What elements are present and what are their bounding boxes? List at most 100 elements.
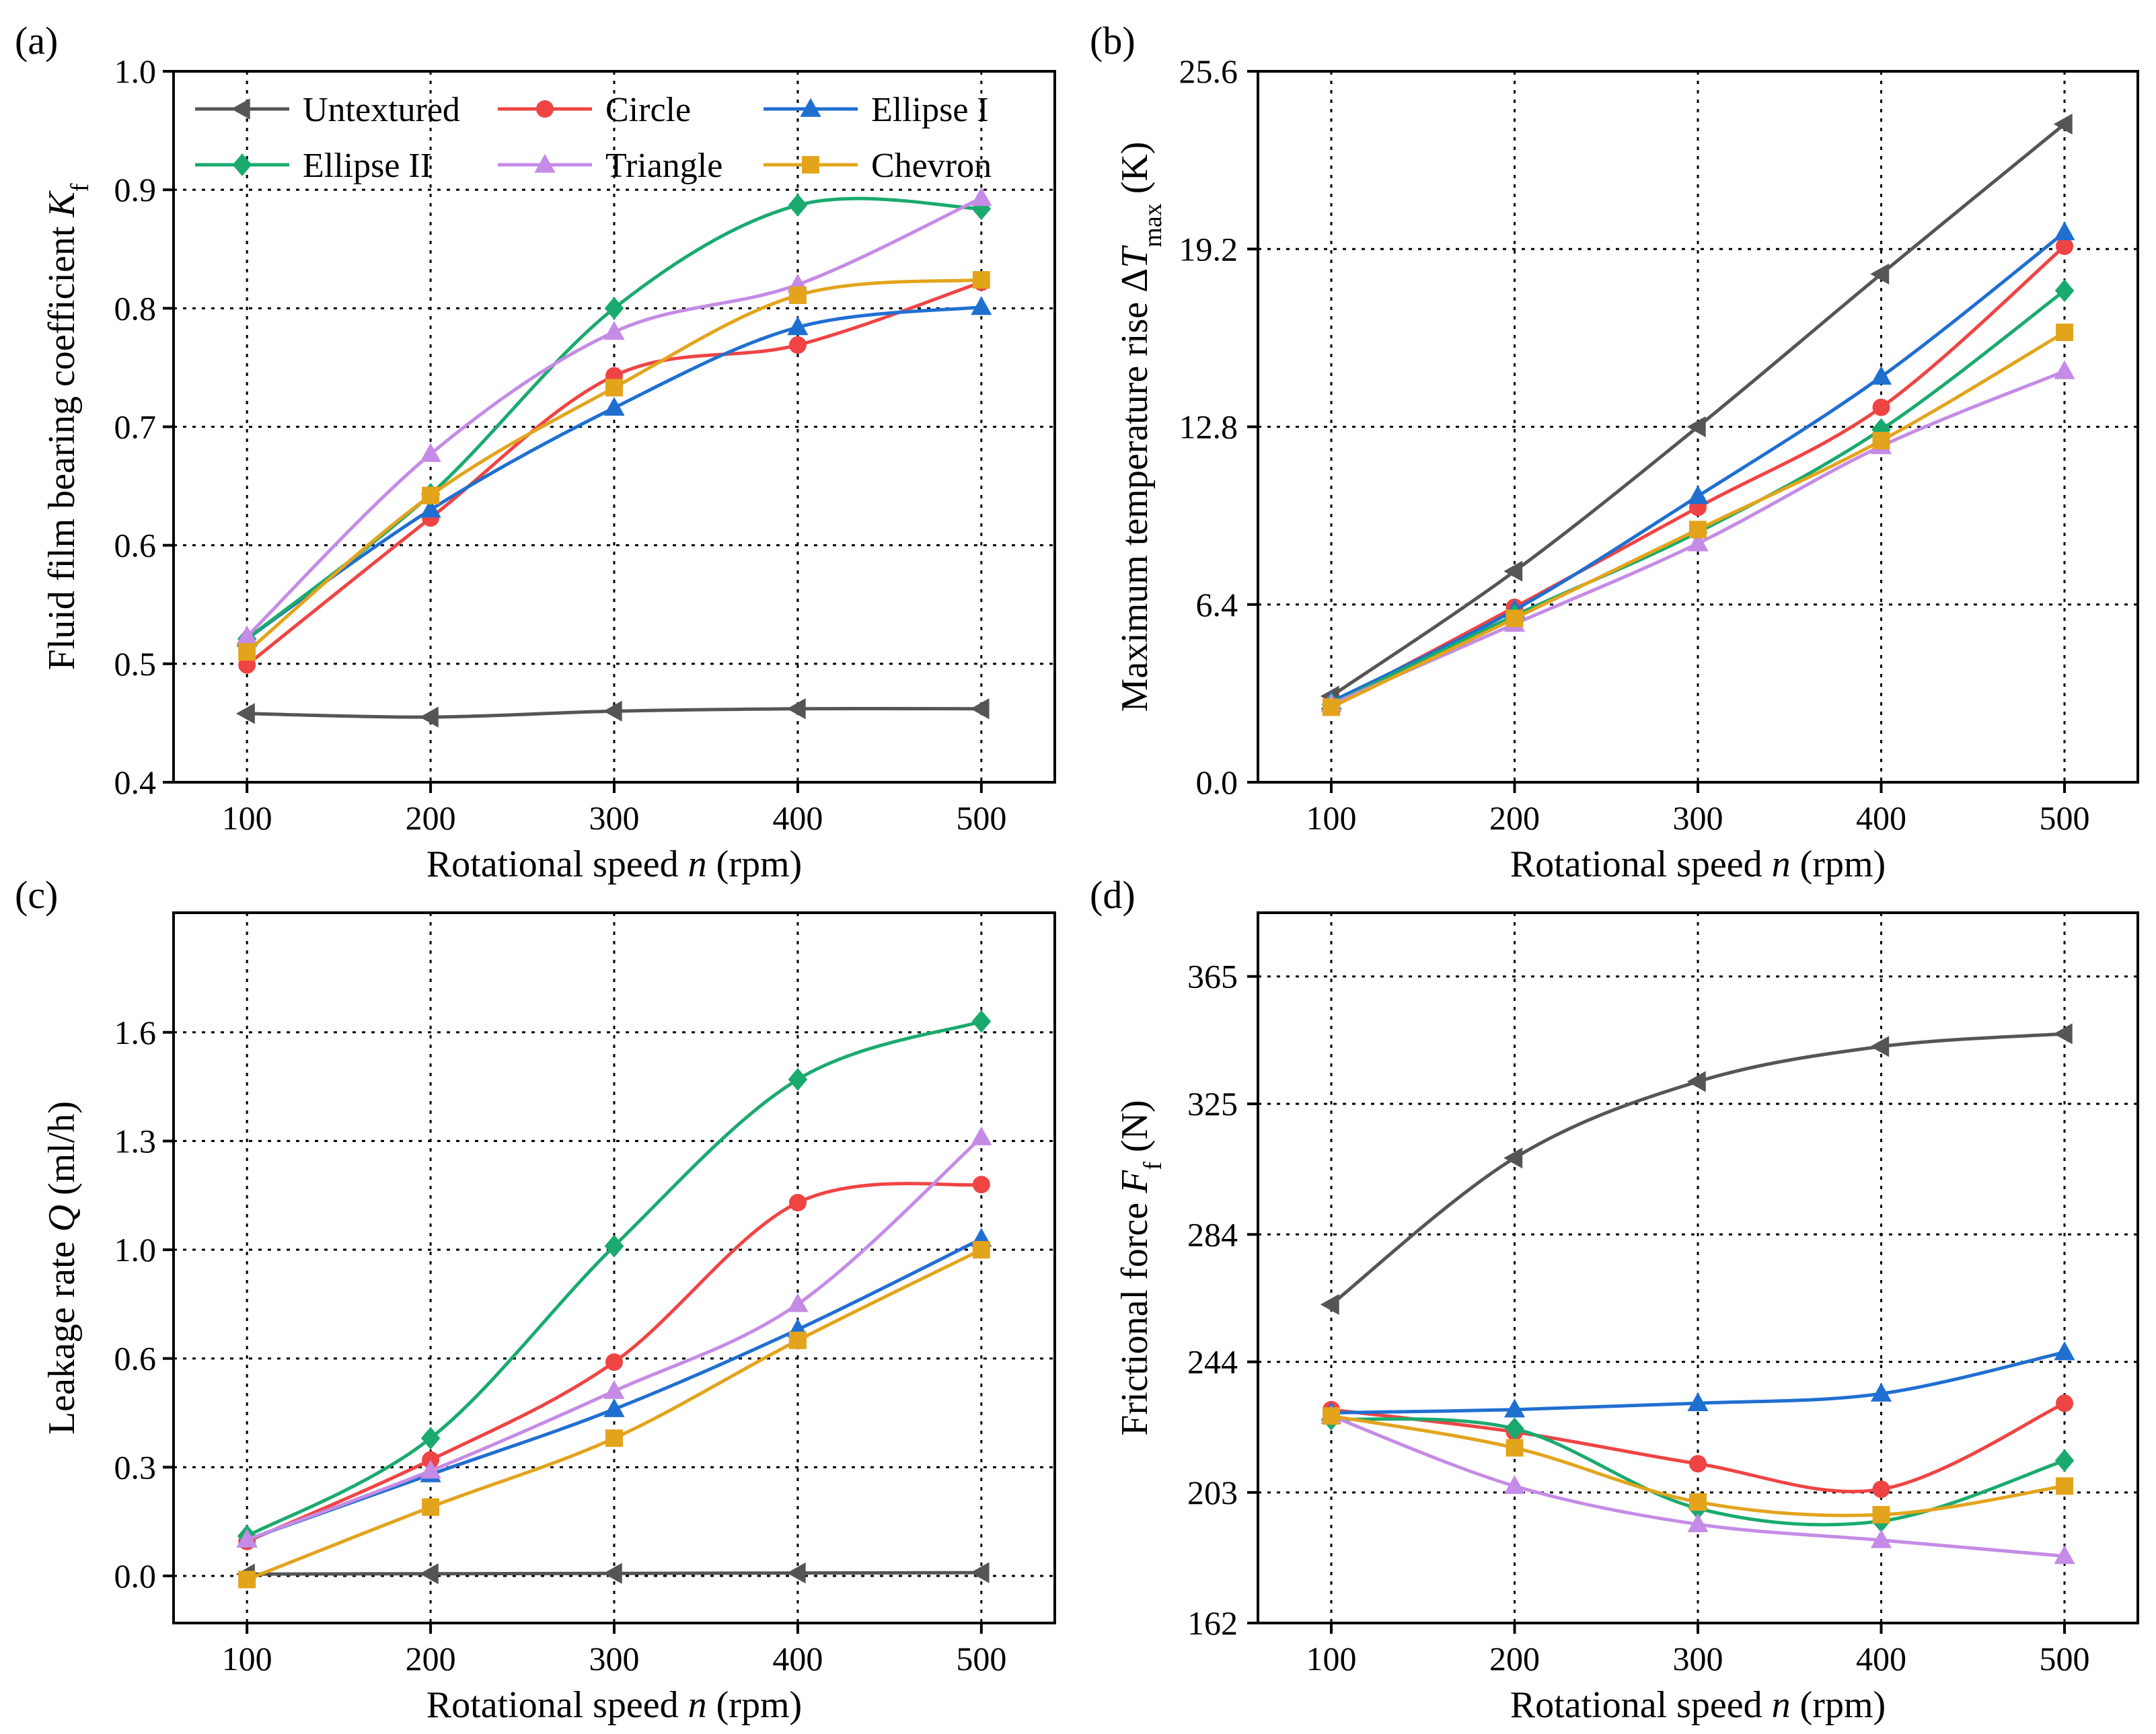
series-triangle xyxy=(236,187,992,645)
data-point xyxy=(1686,416,1706,438)
legend-marker xyxy=(536,100,554,118)
x-tick-label: 500 xyxy=(2040,799,2090,837)
data-point xyxy=(603,397,625,416)
panel-b: 0.0 6.4 12.8 19.2 25.6 100 200 300 400 500 (b) Rota… xyxy=(1090,19,2139,885)
data-point xyxy=(1323,698,1340,716)
data-point xyxy=(971,1010,992,1033)
series-chevron xyxy=(1323,1407,2073,1523)
data-point xyxy=(786,1562,806,1584)
data-point xyxy=(788,336,807,354)
legend-marker xyxy=(802,156,819,174)
y-tick-label: 325 xyxy=(1187,1085,1238,1123)
data-point xyxy=(603,1562,622,1584)
panel-d: 162 203 244 284 325 365 100 200 300 400 500 (d) Rota… xyxy=(1090,873,2139,1726)
data-point xyxy=(787,316,809,336)
y-axis-title: Fluid film bearing coefficient Kf xyxy=(41,183,94,670)
data-point xyxy=(2056,1394,2073,1412)
data-point xyxy=(971,296,992,315)
data-point xyxy=(603,700,622,722)
x-tick-label: 400 xyxy=(772,1640,823,1678)
data-point xyxy=(972,1241,990,1259)
x-tick-label: 100 xyxy=(222,799,272,837)
x-axis-title: Rotational speed n (rpm) xyxy=(1510,1684,1886,1726)
data-point xyxy=(236,1528,258,1548)
data-point xyxy=(2054,360,2075,379)
y-axis-title: Leakage rate Q (ml/h) xyxy=(41,1101,83,1435)
legend: Untextured Circle Ellipse I Ellipse II Trian… xyxy=(195,91,992,185)
series-ellipse-i xyxy=(236,296,992,647)
data-point xyxy=(788,1331,807,1349)
x-tick-label: 400 xyxy=(1856,799,1906,837)
data-point xyxy=(604,297,624,320)
data-point xyxy=(1872,1480,1890,1499)
x-tick-label: 200 xyxy=(1489,1640,1540,1678)
data-point xyxy=(2054,279,2075,303)
legend-label: Circle xyxy=(605,91,691,129)
data-point xyxy=(1323,1407,1340,1425)
data-point xyxy=(972,1176,990,1194)
series-line xyxy=(246,1020,982,1538)
legend-label: Untextured xyxy=(303,91,460,129)
data-point xyxy=(970,698,990,720)
data-point xyxy=(1872,398,1890,416)
data-point xyxy=(1505,1417,1524,1441)
y-axis-title: Maximum temperature rise ΔTmax (K) xyxy=(1114,142,1167,712)
legend-label: Chevron xyxy=(871,147,992,185)
legend-label: Triangle xyxy=(605,147,722,185)
series-untextured xyxy=(235,1562,990,1585)
data-point xyxy=(1870,263,1890,285)
data-point xyxy=(1503,1147,1523,1169)
data-point xyxy=(2053,113,2073,135)
y-tick-label: 19.2 xyxy=(1179,230,1238,268)
data-point xyxy=(1687,1513,1709,1532)
data-point xyxy=(1870,1036,1890,1057)
data-point xyxy=(422,486,440,504)
data-point xyxy=(1870,365,1892,385)
series-line xyxy=(246,280,982,667)
data-point xyxy=(238,643,256,661)
data-point xyxy=(420,1427,441,1450)
y-tick-label: 365 xyxy=(1187,958,1238,995)
data-point xyxy=(605,1353,623,1371)
data-point xyxy=(603,1380,625,1399)
x-tick-label: 300 xyxy=(589,1640,640,1678)
series-line xyxy=(1330,245,2066,706)
legend-marker xyxy=(534,153,556,173)
data-point xyxy=(2054,221,2075,241)
panel-a: 0.4 0.5 0.6 0.7 0.8 0.9 1.0 100 200 300 400 500 (a) R… xyxy=(15,19,1056,885)
data-point xyxy=(788,286,807,304)
y-tick-label: 1.3 xyxy=(114,1122,157,1160)
legend-marker xyxy=(231,98,250,120)
data-point xyxy=(972,271,990,289)
y-tick-label: 0.6 xyxy=(114,527,157,564)
y-tick-label: 1.0 xyxy=(114,52,157,90)
data-point xyxy=(1503,560,1523,582)
data-point xyxy=(603,321,625,340)
y-tick-label: 0.4 xyxy=(114,763,157,801)
data-point xyxy=(236,626,258,645)
y-tick-label: 1.0 xyxy=(114,1231,157,1269)
legend-item-untextured: Untextured xyxy=(195,91,460,129)
data-point xyxy=(420,1460,441,1479)
y-tick-label: 203 xyxy=(1187,1474,1238,1511)
legend-item-circle: Circle xyxy=(498,91,691,129)
legend-label: Ellipse I xyxy=(871,91,989,129)
data-point xyxy=(1870,1382,1892,1402)
series-triangle xyxy=(1321,1404,2075,1565)
series-untextured xyxy=(1320,1023,2073,1316)
data-point xyxy=(1689,1493,1707,1511)
y-tick-label: 12.8 xyxy=(1179,408,1238,446)
series-circle xyxy=(238,1176,990,1550)
data-point xyxy=(788,1194,807,1212)
data-point xyxy=(2054,1545,2075,1565)
data-point xyxy=(1686,1071,1706,1092)
legend-label: Ellipse II xyxy=(303,147,432,185)
legend-item-ellipse-ii: Ellipse II xyxy=(195,147,432,185)
data-point xyxy=(422,1498,440,1516)
data-point xyxy=(2053,1023,2073,1045)
panel-label: (b) xyxy=(1090,19,1136,63)
x-tick-label: 200 xyxy=(406,1640,456,1678)
panel-label: (c) xyxy=(15,873,58,917)
x-tick-label: 500 xyxy=(956,799,1006,837)
data-point xyxy=(971,187,992,206)
